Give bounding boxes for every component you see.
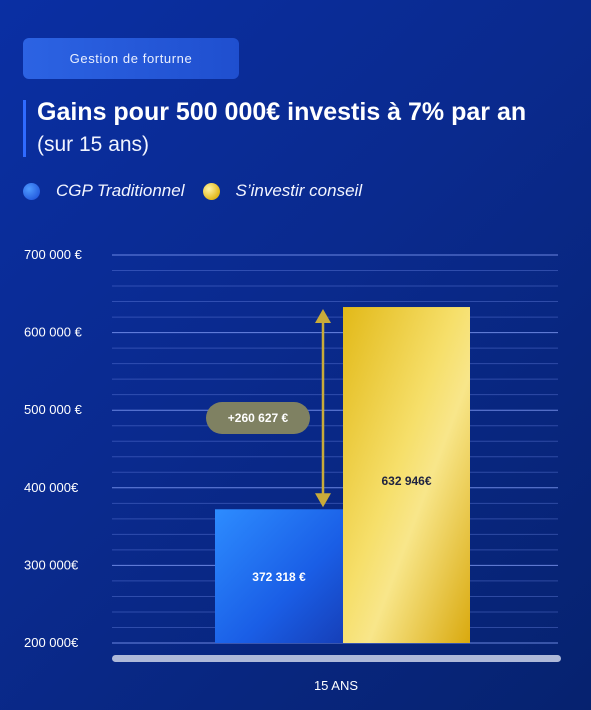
difference-annotation: +260 627 €	[206, 309, 331, 508]
difference-pill	[206, 402, 310, 434]
x-axis: 15 ANS	[112, 655, 561, 693]
chart-subtitle: (sur 15 ans)	[37, 133, 150, 156]
legend-label-traditionnel: CGP Traditionnel	[56, 181, 185, 200]
legend-item-sinvestir: S’investir conseil	[202, 181, 363, 201]
bar-value-label: 632 946€	[381, 474, 431, 488]
legend-label-sinvestir: S’investir conseil	[235, 181, 363, 200]
y-axis: 700 000 € 600 000 € 500 000 € 400 000€ 300 0…	[24, 247, 83, 650]
arrow-up-icon	[315, 309, 331, 324]
category-tag: Gestion de forturne	[23, 38, 239, 79]
x-axis-baseline	[112, 655, 561, 662]
y-tick-label: 300 000€	[24, 557, 79, 572]
difference-label: +260 627 €	[228, 411, 289, 425]
y-tick-label: 700 000 €	[24, 247, 83, 262]
legend-dot-blue	[23, 182, 40, 200]
bars: 372 318 € 632 946€	[215, 307, 470, 643]
bar-cgp-traditionnel	[215, 509, 343, 643]
legend: CGP Traditionnel S’investir conseil	[23, 178, 382, 204]
chart-title: Gains pour 500 000€ investis à 7% par an	[37, 98, 527, 126]
legend-item-traditionnel: CGP Traditionnel	[23, 181, 185, 201]
y-tick-label: 500 000 €	[24, 402, 83, 417]
bar-value-label: 372 318 €	[252, 570, 306, 584]
y-tick-label: 200 000€	[24, 635, 79, 650]
bar-sinvestir-conseil	[343, 307, 470, 643]
legend-dot-gold	[202, 182, 220, 200]
y-tick-label: 600 000 €	[24, 325, 83, 340]
y-tick-label: 400 000€	[24, 480, 79, 495]
arrow-down-icon	[315, 493, 331, 508]
x-category-label: 15 ANS	[314, 678, 358, 693]
title-accent-bar	[23, 100, 26, 157]
